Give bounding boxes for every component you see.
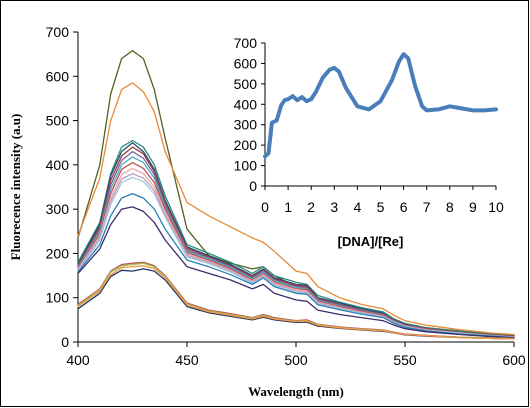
- main-x-tick-label: 600: [502, 352, 526, 368]
- inset-series-group: [263, 52, 498, 159]
- spectrum-line-12: [77, 192, 515, 339]
- inset-series-line-1: [263, 52, 498, 159]
- spectrum-line-3: [77, 139, 515, 337]
- main-x-tick-label: 500: [284, 352, 308, 368]
- inset-y-ticks: 0 100 200 300 400 500 600 700: [234, 35, 265, 194]
- main-y-tick-label: 600: [46, 68, 70, 84]
- main-x-axis-title: Wavelength (nm): [248, 384, 344, 399]
- inset-y-tick-label: 100: [234, 158, 258, 174]
- main-y-tick-label: 300: [46, 201, 70, 217]
- spectrum-line-13: [77, 206, 515, 339]
- inset-x-tick-label: 7: [423, 199, 431, 215]
- inset-y-tick-label: 400: [234, 96, 258, 112]
- inset-x-tick-label: 0: [261, 199, 269, 215]
- spectrum-line-2: [77, 82, 515, 336]
- inset-y-tick-label: 200: [234, 137, 258, 153]
- inset-x-tick-label: 1: [284, 199, 292, 215]
- inset-x-tick-label: 9: [469, 199, 477, 215]
- inset-y-tick-label: 500: [234, 76, 258, 92]
- inset-x-tick-label: 8: [446, 199, 454, 215]
- main-y-tick-label: 500: [46, 113, 70, 129]
- main-x-tick-label: 450: [175, 352, 199, 368]
- main-y-axis-title: Fluorecence intensity (a.u): [8, 114, 23, 261]
- main-y-tick-label: 0: [61, 334, 69, 350]
- main-series-group: [77, 49, 515, 340]
- inset-y-tick-label: 700: [234, 35, 258, 51]
- main-x-tick-label: 550: [393, 352, 417, 368]
- inset-x-tick-label: 10: [488, 199, 504, 215]
- inset-x-tick-label: 3: [330, 199, 338, 215]
- spectrum-line-17: [77, 265, 515, 340]
- main-y-ticks: 0 100 200 300 400 500 600 700: [46, 24, 78, 350]
- inset-x-ticks: 0 1 2 3 4 5 6 7 8 9 10: [261, 186, 504, 215]
- inset-y-tick-label: 0: [249, 178, 257, 194]
- inset-y-tick-label: 600: [234, 55, 258, 71]
- main-x-ticks: 400 450 500 550 600: [66, 342, 526, 368]
- inset-x-axis-title: [DNA]/[Re]: [338, 234, 404, 249]
- inset-x-tick-label: 6: [400, 199, 408, 215]
- main-y-tick-label: 200: [46, 245, 70, 261]
- main-x-tick-label: 400: [66, 352, 90, 368]
- inset-x-tick-label: 4: [354, 199, 362, 215]
- main-y-tick-label: 400: [46, 157, 70, 173]
- main-y-tick-label: 700: [46, 24, 70, 40]
- inset-x-tick-label: 5: [377, 199, 385, 215]
- inset-y-tick-label: 300: [234, 117, 258, 133]
- main-y-tick-label: 100: [46, 290, 70, 306]
- inset-x-tick-label: 2: [307, 199, 315, 215]
